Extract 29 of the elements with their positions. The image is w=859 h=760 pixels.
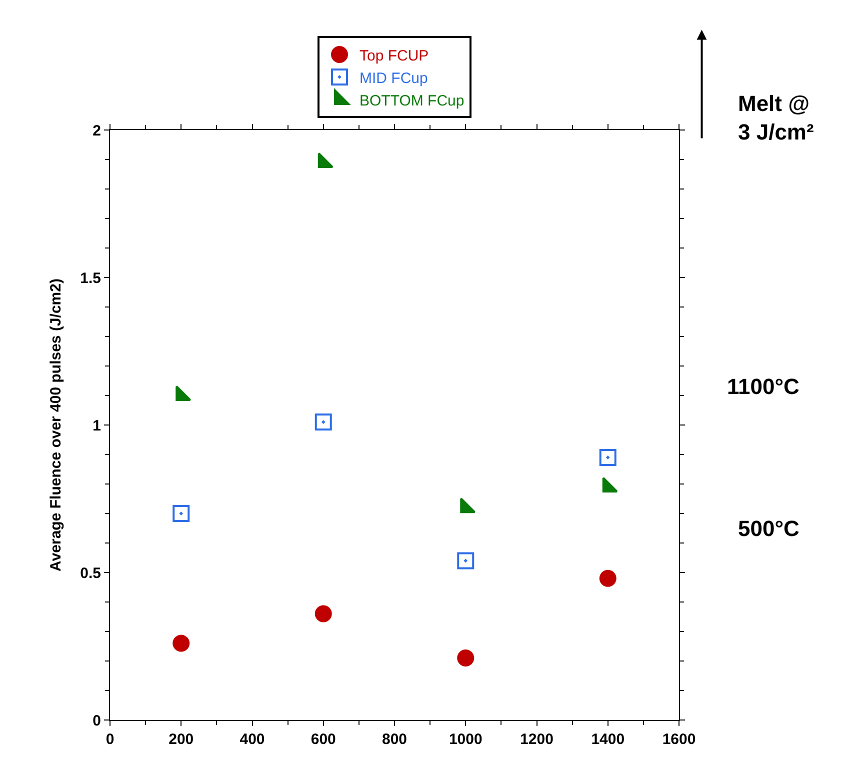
x-tick-label: 1600 <box>662 731 696 748</box>
legend-label: BOTTOM FCup <box>360 92 464 110</box>
point <box>599 570 616 587</box>
x-tick-label: 600 <box>310 731 336 748</box>
point <box>457 552 474 570</box>
y-tick-label: 0 <box>92 712 101 730</box>
x-tick-label: 400 <box>240 731 265 748</box>
y-tick-label: 2 <box>92 122 101 140</box>
text: 500°C <box>738 516 800 541</box>
point <box>314 414 332 431</box>
point <box>172 634 190 652</box>
y-tick-label: 1 <box>92 417 101 434</box>
x-tick-label: 1400 <box>591 731 625 748</box>
point <box>172 505 190 522</box>
point <box>599 448 616 466</box>
point <box>314 605 332 622</box>
x-tick-label: 0 <box>106 731 114 748</box>
legend-label: Top FCUP <box>360 47 429 64</box>
x-tick-label: 800 <box>382 731 408 748</box>
x-tick-label: 1000 <box>448 731 482 748</box>
y-tick-label: 1.5 <box>80 270 101 287</box>
x-tick-label: 200 <box>168 731 194 748</box>
y-axis-title: Average Fluence over 400 pulses (J/cm2) <box>47 278 64 572</box>
legend-label: MID FCup <box>360 70 428 87</box>
x-tick-label: 1200 <box>520 731 554 748</box>
text: 1100°C <box>727 374 800 399</box>
text: Melt @ 3 J/cm² <box>738 91 814 145</box>
y-tick-label: 0.5 <box>80 564 101 582</box>
point <box>457 650 474 667</box>
